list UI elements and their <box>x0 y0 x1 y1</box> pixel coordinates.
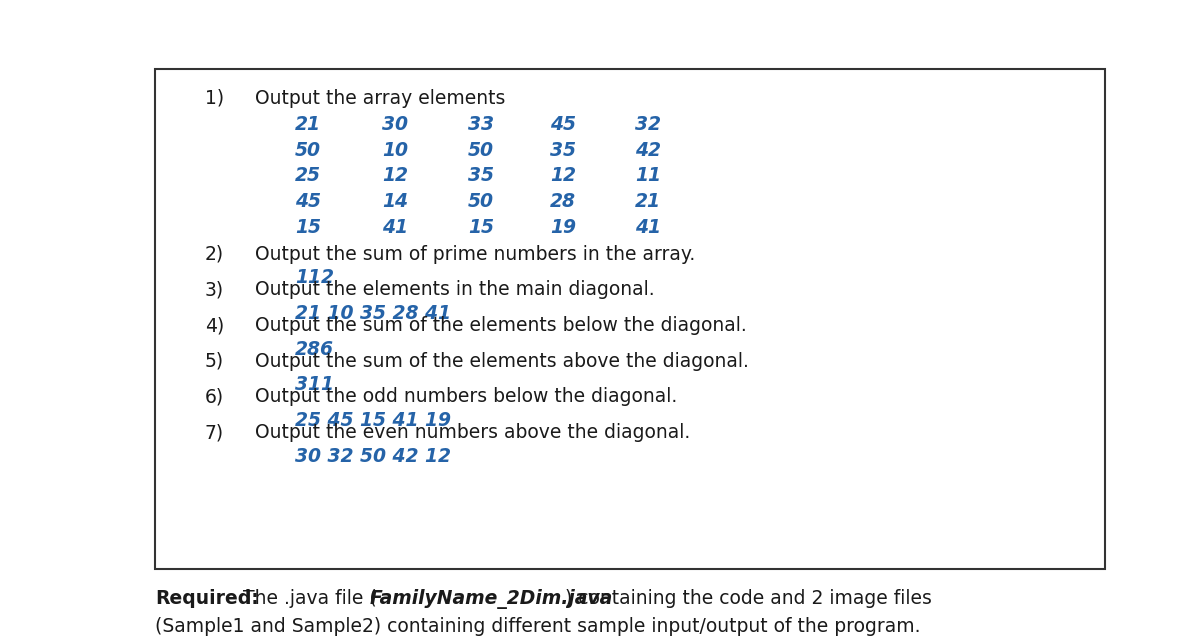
Text: Output the elements in the main diagonal.: Output the elements in the main diagonal… <box>254 281 655 299</box>
Text: Output the odd numbers below the diagonal.: Output the odd numbers below the diagona… <box>254 387 677 406</box>
Text: 6): 6) <box>205 387 224 406</box>
Text: 41: 41 <box>382 218 408 237</box>
Text: 21: 21 <box>295 115 322 134</box>
Text: 21 10 35 28 41: 21 10 35 28 41 <box>295 304 451 323</box>
Text: 4): 4) <box>205 316 224 335</box>
Text: 1): 1) <box>205 89 224 108</box>
Text: 10: 10 <box>382 140 408 160</box>
Text: Output the array elements: Output the array elements <box>254 89 505 108</box>
Text: 12: 12 <box>550 167 576 185</box>
Text: 5): 5) <box>205 352 224 370</box>
Text: The .java file (: The .java file ( <box>238 589 377 608</box>
Text: 2): 2) <box>205 245 224 264</box>
Text: 15: 15 <box>468 218 494 237</box>
Bar <box>155 69 1105 569</box>
Text: 14: 14 <box>382 192 408 212</box>
Text: 19: 19 <box>550 218 576 237</box>
Text: 112: 112 <box>295 269 334 287</box>
Text: 50: 50 <box>468 140 494 160</box>
Text: 25: 25 <box>295 167 322 185</box>
Text: 45: 45 <box>295 192 322 212</box>
Text: 286: 286 <box>295 340 334 359</box>
Text: Output the sum of the elements below the diagonal.: Output the sum of the elements below the… <box>254 316 746 335</box>
Text: 50: 50 <box>295 140 322 160</box>
Text: 45: 45 <box>550 115 576 134</box>
Text: (Sample1 and Sample2) containing different sample input/output of the program.: (Sample1 and Sample2) containing differe… <box>155 617 920 636</box>
Text: 311: 311 <box>295 376 334 394</box>
Text: 35: 35 <box>550 140 576 160</box>
Text: 35: 35 <box>468 167 494 185</box>
Text: Output the sum of the elements above the diagonal.: Output the sum of the elements above the… <box>254 352 749 370</box>
Text: 21: 21 <box>635 192 661 212</box>
Text: Output the even numbers above the diagonal.: Output the even numbers above the diagon… <box>254 423 690 442</box>
Text: 11: 11 <box>635 167 661 185</box>
Text: ) containing the code and 2 image files: ) containing the code and 2 image files <box>565 589 932 608</box>
Text: 30 32 50 42 12: 30 32 50 42 12 <box>295 447 451 466</box>
Text: FamilyName_2Dim.java: FamilyName_2Dim.java <box>370 589 613 609</box>
Text: Required:: Required: <box>155 589 259 608</box>
Text: 41: 41 <box>635 218 661 237</box>
Text: 7): 7) <box>205 423 224 442</box>
Text: Output the sum of prime numbers in the array.: Output the sum of prime numbers in the a… <box>254 245 695 264</box>
Text: 3): 3) <box>205 281 224 299</box>
Text: 50: 50 <box>468 192 494 212</box>
Text: 25 45 15 41 19: 25 45 15 41 19 <box>295 411 451 430</box>
Text: 28: 28 <box>550 192 576 212</box>
Text: 30: 30 <box>382 115 408 134</box>
Text: 15: 15 <box>295 218 322 237</box>
Text: 12: 12 <box>382 167 408 185</box>
Text: 32: 32 <box>635 115 661 134</box>
Text: 42: 42 <box>635 140 661 160</box>
Text: 33: 33 <box>468 115 494 134</box>
